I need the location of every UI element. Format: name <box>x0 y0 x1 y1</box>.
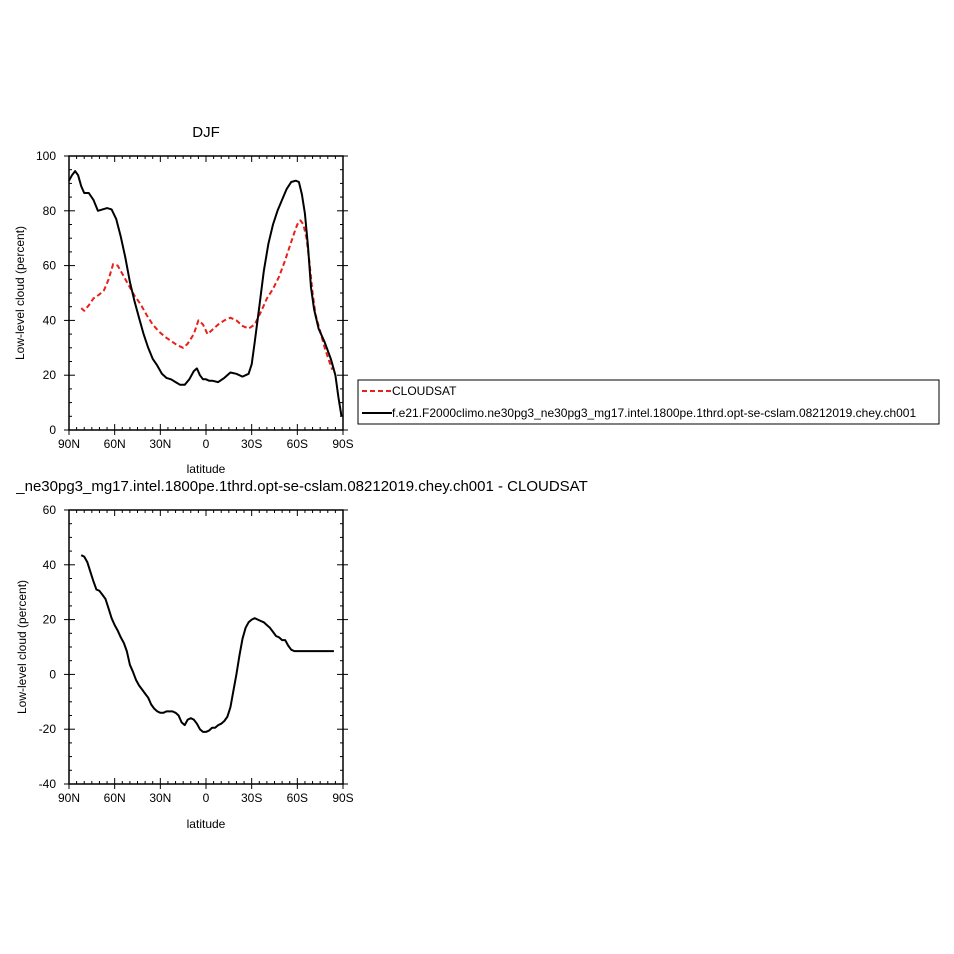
x-axis-label: latitude <box>187 462 226 476</box>
x-tick-label: 90N <box>58 437 80 451</box>
x-tick-label: 0 <box>203 437 210 451</box>
difference-panel: _ne30pg3_mg17.intel.1800pe.1thrd.opt-se-… <box>15 478 588 831</box>
chart-title: _ne30pg3_mg17.intel.1800pe.1thrd.opt-se-… <box>15 478 587 495</box>
series-line-cloudsat <box>80 219 334 371</box>
x-tick-label: 30N <box>149 437 171 451</box>
y-tick-label: 0 <box>49 667 56 681</box>
legend-entry-cloudsat: CLOUDSAT <box>392 384 457 398</box>
y-tick-label: 80 <box>43 204 57 218</box>
series-line-difference <box>80 554 334 733</box>
y-tick-label: 20 <box>43 368 57 382</box>
series-lines <box>80 554 334 733</box>
y-tick-label: -40 <box>39 777 57 791</box>
legend-entry-model: f.e21.F2000climo.ne30pg3_ne30pg3_mg17.in… <box>392 406 916 420</box>
y-tick-label: 40 <box>43 558 57 572</box>
y-ticks: -40 -20 0 20 40 60 <box>39 503 348 791</box>
x-tick-label: 60N <box>104 437 126 451</box>
x-tick-label: 60S <box>287 791 308 805</box>
x-tick-label: 30N <box>149 791 171 805</box>
chart-title: DJF <box>192 124 220 141</box>
y-axis-label: Low-level cloud (percent) <box>13 226 27 360</box>
x-tick-label: 30S <box>241 437 262 451</box>
y-tick-label: -20 <box>39 722 57 736</box>
x-ticks: 90N 60N 30N 0 30S 60S 90S <box>58 510 354 805</box>
x-ticks: 90N 60N 30N 0 30S 60S 90S <box>58 156 354 451</box>
y-ticks: 0 20 40 60 80 100 <box>36 149 348 437</box>
y-tick-label: 0 <box>49 423 56 437</box>
legend-box <box>357 379 940 425</box>
x-tick-label: 0 <box>203 791 210 805</box>
x-axis-label: latitude <box>187 817 226 831</box>
x-tick-label: 60S <box>287 437 308 451</box>
y-tick-label: 60 <box>43 503 57 517</box>
plot-frame <box>68 509 344 785</box>
y-axis-label: Low-level cloud (percent) <box>15 580 29 714</box>
series-lines <box>68 170 343 417</box>
y-tick-label: 40 <box>43 313 57 327</box>
x-tick-label: 90N <box>58 791 80 805</box>
series-line-model <box>68 170 343 417</box>
y-tick-label: 60 <box>43 259 57 273</box>
x-tick-label: 90S <box>332 437 353 451</box>
legend: CLOUDSAT f.e21.F2000climo.ne30pg3_ne30pg… <box>357 379 940 425</box>
y-tick-label: 20 <box>43 613 57 627</box>
djf-panel: DJF 90N 60N 30N 0 30S 60S 90S 0 20 40 60 80 100 lat… <box>13 124 354 476</box>
x-tick-label: 90S <box>332 791 353 805</box>
y-tick-label: 100 <box>36 149 56 163</box>
x-tick-label: 60N <box>104 791 126 805</box>
x-tick-label: 30S <box>241 791 262 805</box>
